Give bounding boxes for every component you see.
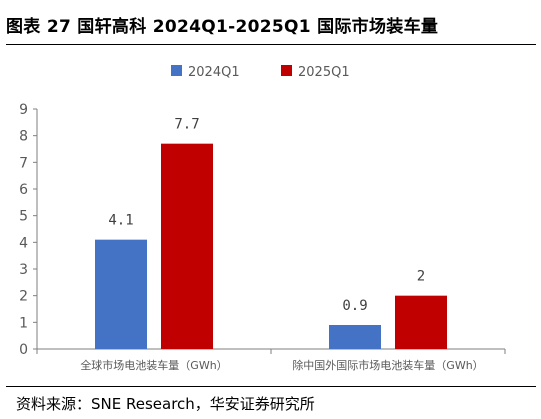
data-labels: 4.1 7.7 0.9 2 [108, 117, 425, 314]
category-labels: 全球市场电池装车量（GWh） 除中国外国际市场电池装车量（GWh） [80, 358, 483, 372]
y-tick-label: 3 [19, 262, 28, 278]
x-category-label: 除中国外国际市场电池装车量（GWh） [292, 358, 483, 372]
y-tick-label: 4 [19, 235, 28, 251]
data-label: 2 [417, 269, 425, 285]
legend-swatch [281, 65, 292, 76]
data-label: 4.1 [108, 213, 133, 229]
y-tick-label: 5 [19, 209, 28, 225]
bar-2025q1-1 [161, 143, 213, 349]
bar-series [95, 143, 447, 349]
y-tick-label: 8 [19, 129, 28, 145]
source-note: 资料来源：SNE Research，华安证券研究所 [16, 395, 315, 413]
bar-2024q1-2 [329, 325, 381, 349]
data-label: 0.9 [342, 298, 367, 314]
y-axis-ticks: 0 1 2 3 4 5 6 7 8 9 [19, 102, 506, 358]
legend-label: 2025Q1 [298, 65, 350, 80]
y-tick-label: 2 [19, 289, 28, 305]
y-tick-label: 0 [19, 342, 28, 358]
bar-chart: 2024Q1 2025Q1 0 1 2 3 4 5 6 7 8 9 4.1 7.7 0.9 2 全球市场电… [19, 65, 506, 372]
title-rule [6, 44, 536, 45]
figure-title: 图表 27 国轩高科 2024Q1-2025Q1 国际市场装车量 [6, 17, 439, 37]
y-tick-label: 9 [19, 102, 28, 118]
source-rule [6, 386, 536, 387]
y-tick-label: 7 [19, 155, 28, 171]
bar-2025q1-2 [395, 295, 447, 349]
x-category-label: 全球市场电池装车量（GWh） [80, 358, 227, 372]
bar-2024q1-1 [95, 239, 147, 349]
y-tick-label: 6 [19, 182, 28, 198]
legend-label: 2024Q1 [188, 65, 240, 80]
y-tick-label: 1 [19, 315, 28, 331]
legend-swatch [171, 65, 182, 76]
chart-legend: 2024Q1 2025Q1 [171, 65, 350, 80]
data-label: 7.7 [174, 117, 199, 133]
